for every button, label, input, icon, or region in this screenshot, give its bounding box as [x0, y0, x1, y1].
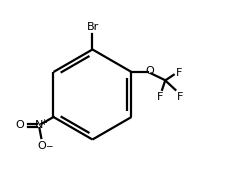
Text: O: O — [37, 141, 46, 151]
Text: O: O — [16, 120, 24, 130]
Text: −: − — [45, 141, 52, 150]
Text: +: + — [40, 118, 47, 127]
Text: F: F — [157, 92, 163, 102]
Text: F: F — [176, 92, 183, 102]
Text: F: F — [175, 68, 181, 78]
Text: N: N — [35, 120, 44, 130]
Text: O: O — [144, 66, 153, 76]
Text: Br: Br — [86, 22, 98, 32]
